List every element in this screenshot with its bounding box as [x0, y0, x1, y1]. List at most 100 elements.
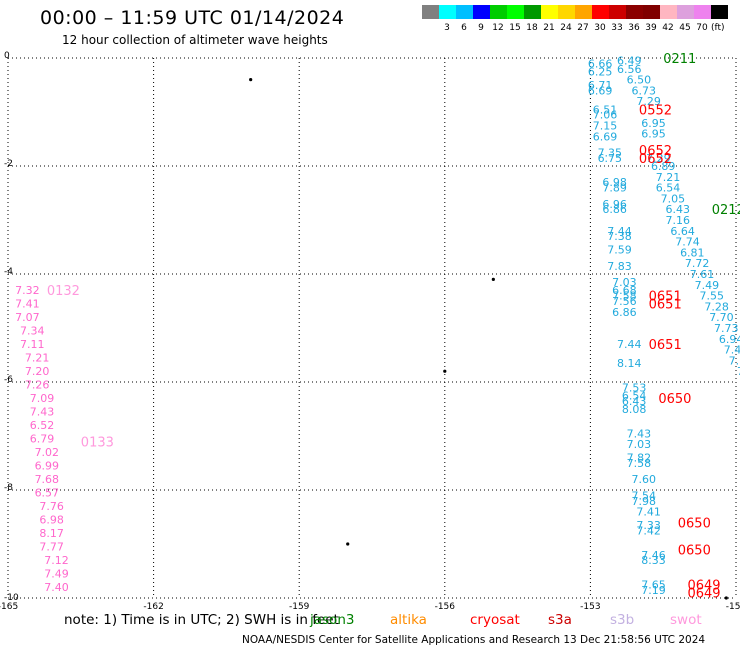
wave-height-value: 7.77 [39, 541, 64, 554]
legend-tick-label: 18 [526, 23, 538, 33]
wave-height-value: 7.18 [729, 354, 740, 367]
land-feature [443, 369, 447, 373]
wave-height-value: 6.52 [30, 419, 55, 432]
wave-height-value: 7.03 [627, 438, 652, 451]
legend-tick-label: 30 [594, 23, 606, 33]
wave-height-value: 7.03 [612, 276, 637, 289]
satellite-legend: jason3 altika cryosat s3a s3b swot [0, 612, 740, 632]
wave-height-value: 7.43 [627, 427, 652, 440]
pass-time-label: 0650 [678, 543, 711, 558]
y-tick-label: -8 [4, 483, 13, 493]
wave-height-value: 7.43 [30, 406, 55, 419]
x-tick-label: -156 [435, 602, 456, 612]
y-tick-label: -4 [4, 267, 13, 277]
wave-height-value: 6.54 [656, 182, 681, 195]
legend-tick-label: 27 [577, 23, 589, 33]
wave-height-value: 7.83 [607, 260, 632, 273]
legend-swatch [711, 5, 728, 19]
note-text: note: 1) Time is in UTC; 2) SWH is in fe… [64, 612, 339, 628]
y-tick-label: 0 [4, 51, 10, 61]
wave-height-value: 7.35 [598, 147, 623, 160]
wave-height-value: 7.49 [695, 279, 720, 292]
satellite-label-cryosat: cryosat [470, 612, 520, 628]
wave-height-value: 7.12 [44, 554, 69, 567]
land-feature [724, 596, 728, 600]
wave-height-value: 7.58 [627, 457, 652, 470]
wave-height-value: 6.64 [670, 225, 695, 238]
legend-swatch [626, 5, 643, 19]
wave-height-value: 6.99 [35, 460, 60, 473]
wave-height-value: 7.89 [602, 182, 627, 195]
wave-height-value: 7.02 [35, 446, 60, 459]
legend-swatch [490, 5, 507, 19]
pass-time-label: 0651 [649, 298, 682, 313]
wave-height-value: 7.41 [15, 298, 40, 311]
land-feature [249, 78, 253, 82]
wave-height-value: 7.40 [44, 581, 69, 594]
wave-height-value: 6.96 [602, 198, 627, 211]
legend-tick-label: 45 [679, 23, 691, 33]
legend-swatch [541, 5, 558, 19]
page-title: 00:00 – 11:59 UTC 01/14/2024 [40, 7, 345, 29]
wave-height-value: 6.43 [622, 395, 647, 408]
wave-height-value: 7.58 [612, 290, 637, 303]
y-tick-label: -10 [4, 593, 19, 603]
legend-tick-label: 15 [509, 23, 521, 33]
wave-height-value: 6.89 [651, 160, 676, 173]
legend-swatch [507, 5, 524, 19]
wave-height-value: 6.50 [627, 74, 652, 87]
wave-height-value: 6.98 [602, 176, 627, 189]
wave-height-value: 6.54 [622, 390, 647, 403]
x-tick-label: -162 [143, 602, 163, 612]
wave-height-value: 6.69 [593, 130, 618, 143]
legend-tick-label: 39 [645, 23, 657, 33]
wave-height-value: 7.72 [685, 257, 710, 270]
wave-height-value: 6.56 [617, 63, 642, 76]
pass-time-label: 0212 [712, 203, 740, 218]
legend-tick-label: 33 [611, 23, 623, 33]
x-tick-label: -165 [0, 602, 18, 612]
wave-height-value: 7.55 [699, 290, 724, 303]
legend-swatch [643, 5, 660, 19]
legend-tick-label: 6 [461, 23, 467, 33]
legend-unit: (ft) [711, 23, 725, 33]
wave-height-value: 7.32 [15, 284, 40, 297]
pass-time-label: 0649 [687, 579, 720, 594]
wave-height-value: 6.94 [719, 333, 740, 346]
wave-height-value: 7.61 [690, 268, 715, 281]
x-tick-label: -159 [289, 602, 310, 612]
satellite-label-jason3: jason3 [310, 612, 355, 628]
wave-height-value: 7.0 [737, 365, 740, 378]
footer-credit: NOAA/NESDIS Center for Satellite Applica… [242, 634, 706, 646]
wave-height-value: 7.76 [39, 500, 64, 513]
legend-tick-label: 42 [662, 23, 674, 33]
wave-height-value: 7.53 [622, 381, 647, 394]
legend-tick-label: 36 [628, 23, 640, 33]
legend-swatch [473, 5, 490, 19]
wave-height-value: 6.71 [588, 79, 613, 92]
wave-height-value: 6.68 [612, 284, 637, 297]
land-feature [346, 542, 350, 546]
satellite-label-altika: altika [390, 612, 427, 628]
wave-height-value: 7.68 [35, 473, 60, 486]
legend-swatch [524, 5, 541, 19]
x-tick-label: -150 [726, 602, 740, 612]
legend-tick-label: 21 [543, 23, 555, 33]
wave-height-value: 7.21 [25, 352, 50, 365]
wave-height-value: 7.44 [607, 225, 632, 238]
legend-tick-label: 3 [444, 23, 450, 33]
wave-height-value: 7.05 [661, 192, 686, 205]
legend-swatch [609, 5, 626, 19]
satellite-label-s3a: s3a [548, 612, 572, 628]
wave-height-value: 7.60 [632, 473, 657, 486]
wave-height-value: 7.59 [607, 244, 632, 257]
color-legend: 3 6 9 12 15 18 21 24 27 30 33 36 39 42 45 70 (ft) [422, 5, 732, 39]
wave-height-value: 8.33 [641, 554, 666, 567]
legend-swatch [558, 5, 575, 19]
wave-height-value: 7.34 [20, 325, 45, 338]
wave-height-value: 7.44 [617, 338, 642, 351]
wave-height-value: 7.11 [20, 338, 45, 351]
wave-height-value: 6.51 [593, 103, 618, 116]
legend-swatch [694, 5, 711, 19]
